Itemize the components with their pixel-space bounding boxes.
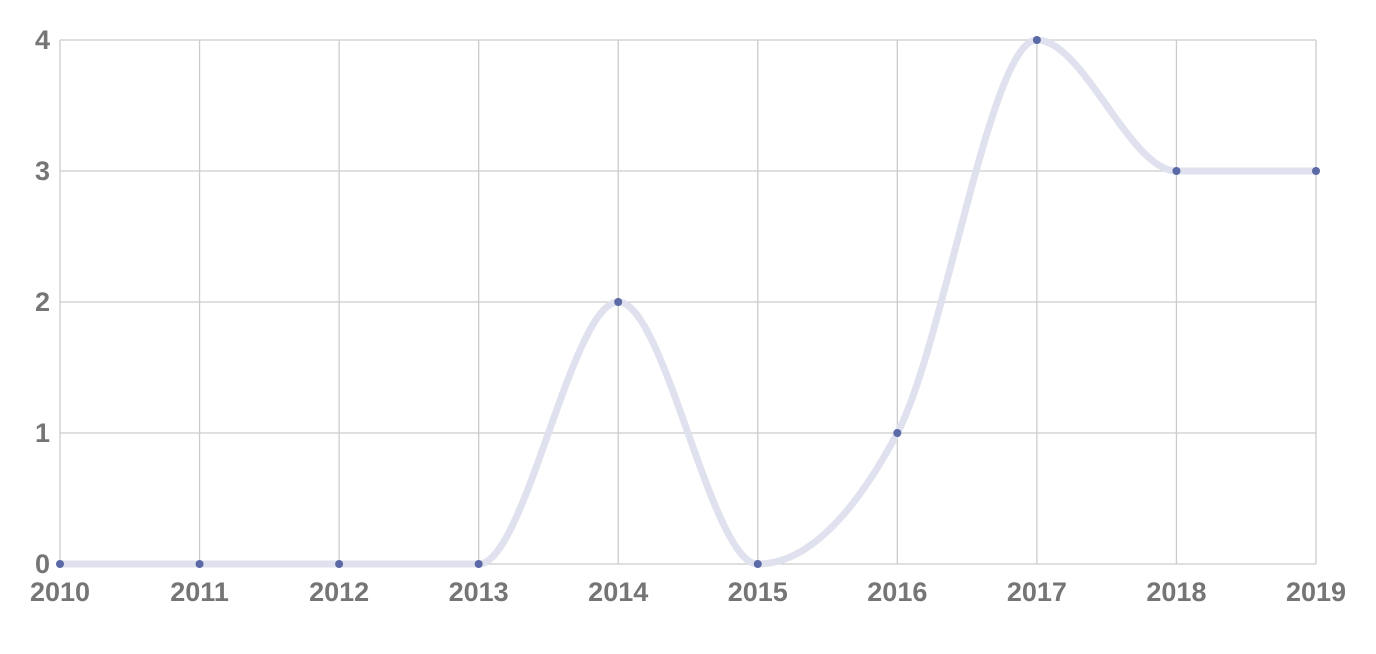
x-tick-label: 2012 bbox=[309, 577, 369, 607]
x-tick-label: 2018 bbox=[1146, 577, 1206, 607]
series-line bbox=[56, 36, 1320, 568]
x-gridlines bbox=[59, 40, 1317, 564]
data-point bbox=[56, 560, 64, 568]
series-group bbox=[56, 36, 1320, 568]
y-tick-label: 1 bbox=[35, 418, 50, 448]
data-point bbox=[335, 560, 344, 568]
y-tick-label: 2 bbox=[35, 287, 50, 317]
y-gridlines bbox=[60, 39, 1316, 565]
x-tick-label: 2015 bbox=[728, 577, 788, 607]
data-point bbox=[474, 560, 483, 568]
y-tick-label: 0 bbox=[35, 549, 50, 579]
y-tick-label: 3 bbox=[35, 156, 50, 186]
data-point bbox=[1312, 167, 1320, 175]
x-tick-label: 2013 bbox=[449, 577, 509, 607]
x-tick-label: 2016 bbox=[867, 577, 927, 607]
x-axis-ticks: 2010 2011 2012 2013 2014 2015 2016 2017 2018 2019 bbox=[30, 577, 1346, 607]
x-tick-label: 2011 bbox=[170, 577, 229, 607]
y-tick-label: 4 bbox=[35, 25, 50, 55]
x-tick-label: 2010 bbox=[30, 577, 90, 607]
data-point bbox=[753, 560, 762, 568]
x-tick-label: 2019 bbox=[1286, 577, 1346, 607]
data-point bbox=[1032, 36, 1041, 44]
x-tick-label: 2017 bbox=[1007, 577, 1067, 607]
y-axis-ticks: 0 1 2 3 4 bbox=[35, 25, 50, 579]
data-point bbox=[893, 429, 902, 437]
x-tick-label: 2014 bbox=[588, 577, 648, 607]
data-point bbox=[195, 560, 204, 568]
data-points bbox=[56, 36, 1320, 568]
data-point bbox=[1172, 167, 1181, 175]
data-point bbox=[614, 298, 623, 306]
